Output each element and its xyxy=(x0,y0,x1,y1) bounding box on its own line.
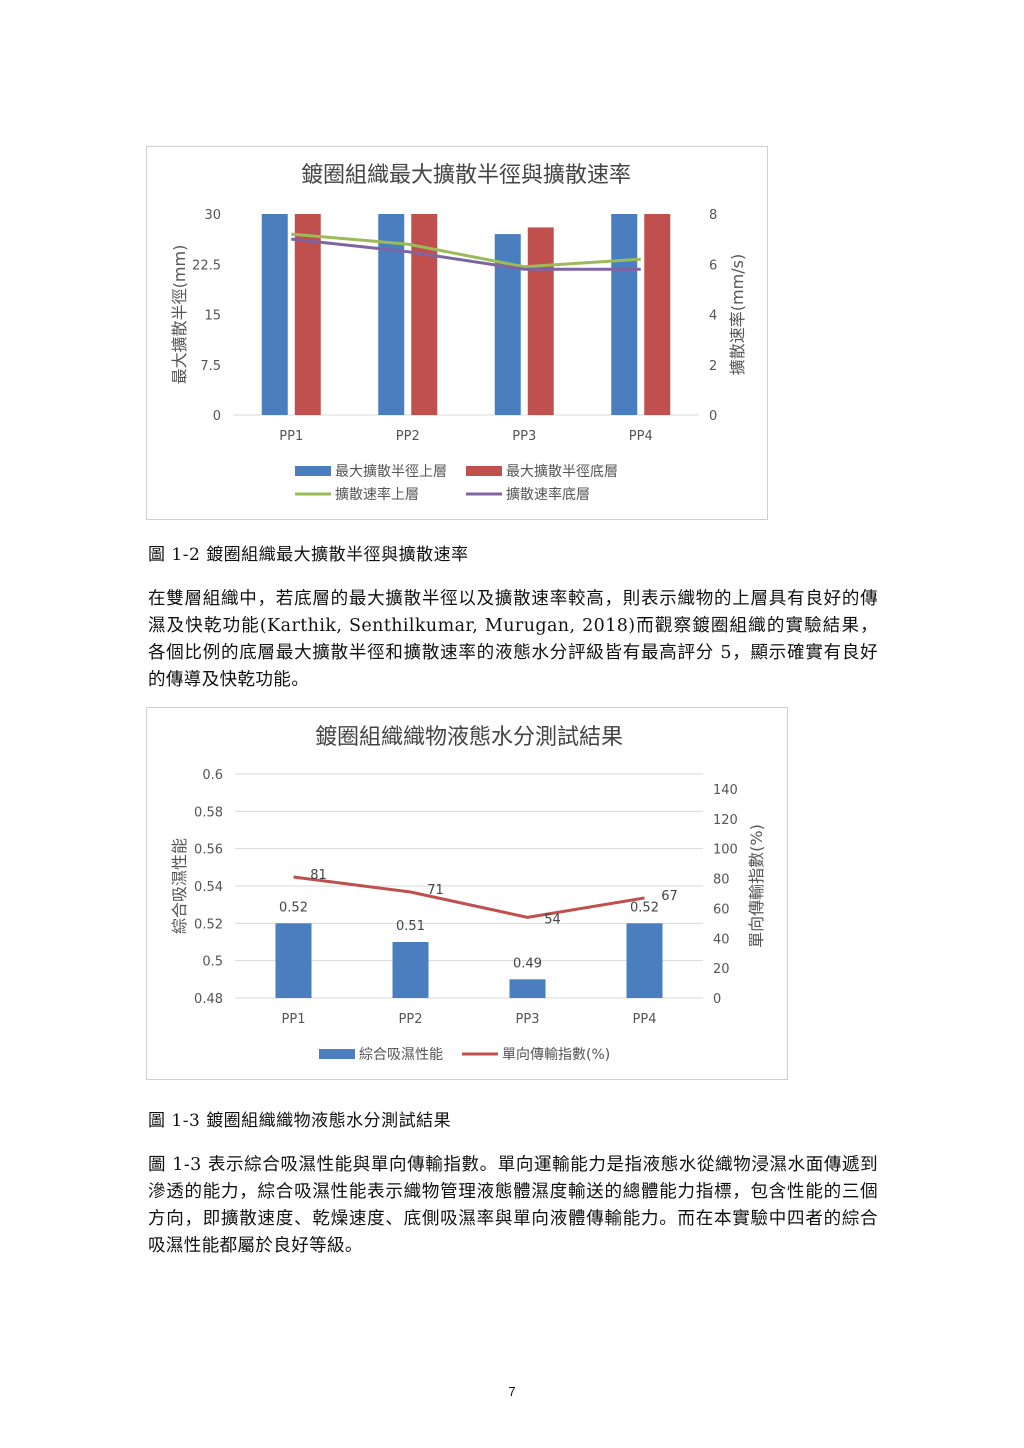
chart-1: 鍍圈組織最大擴散半徑與擴散速率 0 7.5 15 22.5 30 0 2 4 6 8 PP1 PP2 PP… xyxy=(170,163,747,503)
line-data-label: 67 xyxy=(661,889,678,904)
figure-3-caption: 圖 1-3 鍍圈組織織物液態水分測試結果 xyxy=(148,1111,452,1131)
y2-tick-label: 100 xyxy=(713,843,738,858)
y2-axis-title: 擴散速率(mm/s) xyxy=(728,254,747,375)
x-tick-label: PP1 xyxy=(279,429,303,444)
bar xyxy=(644,214,671,415)
y-tick-label: 7.5 xyxy=(200,359,221,374)
series-line xyxy=(291,232,641,269)
y2-tick-label: 8 xyxy=(709,208,717,223)
y2-tick-label: 40 xyxy=(713,932,730,947)
y2-tick-label: 0 xyxy=(709,409,717,424)
legend-label: 單向傳輸指數(%) xyxy=(502,1047,610,1063)
y2-tick-label: 2 xyxy=(709,359,717,374)
chart-1-frame: 鍍圈組織最大擴散半徑與擴散速率 0 7.5 15 22.5 30 0 2 4 6 8 PP1 PP2 PP… xyxy=(146,146,768,520)
y-tick-label: 30 xyxy=(204,208,221,223)
y-axis-title: 最大擴散半徑(mm) xyxy=(170,245,189,385)
y-tick-label: 0.48 xyxy=(194,992,223,1007)
y-tick-label: 0.58 xyxy=(194,805,223,820)
chart-2: 鍍圈組織織物液態水分測試結果 0.48 0.5 0.52 0.54 0.56 0.58 0.6… xyxy=(170,725,766,1063)
chart-title: 鍍圈組織織物液態水分測試結果 xyxy=(315,725,623,750)
legend-label: 擴散速率上層 xyxy=(335,486,419,503)
x-tick-label: PP1 xyxy=(282,1012,306,1027)
y-tick-label: 0.52 xyxy=(194,917,223,932)
legend-swatch xyxy=(466,466,502,476)
line-data-label: 81 xyxy=(310,868,327,883)
x-tick-label: PP3 xyxy=(512,429,536,444)
legend-label: 綜合吸濕性能 xyxy=(359,1047,443,1063)
y2-tick-label: 60 xyxy=(713,902,730,917)
legend-swatch xyxy=(295,466,331,476)
line-data-label: 71 xyxy=(427,883,444,898)
x-tick-label: PP4 xyxy=(629,429,653,444)
series-line xyxy=(293,875,645,919)
bar xyxy=(626,923,663,998)
x-tick-label: PP4 xyxy=(633,1012,657,1027)
legend-label: 最大擴散半徑上層 xyxy=(335,463,447,480)
legend-label: 最大擴散半徑底層 xyxy=(506,463,618,480)
paragraph-1-text: 在雙層組織中，若底層的最大擴散半徑以及擴散速率較高，則表示織物的上層具有良好的傳… xyxy=(148,589,878,690)
bar xyxy=(275,923,312,998)
y-tick-label: 0.6 xyxy=(202,768,223,783)
y-axis-title: 綜合吸濕性能 xyxy=(170,838,189,934)
bar xyxy=(527,227,554,415)
series-line xyxy=(291,237,641,271)
line-data-label: 54 xyxy=(544,912,561,927)
bar xyxy=(261,214,288,415)
bar xyxy=(611,214,638,415)
y-tick-label: 0 xyxy=(213,409,221,424)
bar xyxy=(294,214,321,415)
legend-swatch xyxy=(319,1049,355,1059)
legend-label: 擴散速率底層 xyxy=(506,486,590,503)
paragraph-2: 圖 1-3 表示綜合吸濕性能與單向傳輸指數。單向運輸能力是指液態水從織物浸濕水面… xyxy=(148,1152,878,1260)
bar-data-label: 0.52 xyxy=(630,900,659,915)
y2-tick-label: 80 xyxy=(713,873,730,888)
bar xyxy=(509,979,546,998)
x-tick-label: PP3 xyxy=(516,1012,540,1027)
y-tick-label: 0.5 xyxy=(202,955,223,970)
chart-2-frame: 鍍圈組織織物液態水分測試結果 0.48 0.5 0.52 0.54 0.56 0.58 0.6… xyxy=(146,707,788,1080)
y2-tick-label: 140 xyxy=(713,783,738,798)
y-tick-label: 0.56 xyxy=(194,843,223,858)
page-number: 7 xyxy=(508,1384,516,1399)
y2-tick-label: 120 xyxy=(713,813,738,828)
bar xyxy=(392,942,429,998)
y2-tick-label: 20 xyxy=(713,962,730,977)
x-tick-label: PP2 xyxy=(396,429,420,444)
bar-data-label: 0.51 xyxy=(396,919,425,934)
y2-tick-label: 6 xyxy=(709,258,717,273)
y-tick-label: 22.5 xyxy=(192,258,221,273)
bar-data-label: 0.52 xyxy=(279,900,308,915)
y-tick-label: 15 xyxy=(204,309,221,324)
x-tick-label: PP2 xyxy=(399,1012,423,1027)
paragraph-1: 在雙層組織中，若底層的最大擴散半徑以及擴散速率較高，則表示織物的上層具有良好的傳… xyxy=(148,586,878,694)
y2-axis-title: 單向傳輸指數(%) xyxy=(747,824,766,948)
figure-2-caption: 圖 1-2 鍍圈組織最大擴散半徑與擴散速率 xyxy=(148,545,469,565)
paragraph-2-text: 圖 1-3 表示綜合吸濕性能與單向傳輸指數。單向運輸能力是指液態水從織物浸濕水面… xyxy=(148,1155,878,1256)
bar-data-label: 0.49 xyxy=(513,956,542,971)
y2-tick-label: 0 xyxy=(713,992,721,1007)
y2-tick-label: 4 xyxy=(709,309,717,324)
chart-title: 鍍圈組織最大擴散半徑與擴散速率 xyxy=(301,163,631,188)
y-tick-label: 0.54 xyxy=(194,880,223,895)
